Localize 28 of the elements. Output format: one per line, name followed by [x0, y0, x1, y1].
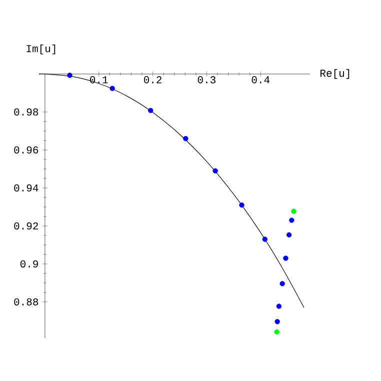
point	[212, 168, 218, 174]
y-tick-label: 0.96	[14, 146, 38, 154]
point	[274, 329, 280, 335]
point	[239, 202, 244, 208]
point	[274, 319, 280, 324]
point	[291, 208, 296, 214]
y-tick-label: 0.92	[14, 222, 38, 230]
y-tick-label: 0.9	[20, 260, 38, 268]
y-axis-title: Im[u]	[26, 44, 56, 54]
y-tick-label: 0.98	[14, 108, 38, 116]
point	[262, 236, 268, 242]
x-tick-label: 0.3	[198, 76, 216, 84]
point	[148, 108, 154, 114]
x-tick-label: 0.4	[252, 76, 270, 84]
x-tick-label: 0.2	[144, 76, 162, 84]
point	[289, 218, 294, 223]
x-tick-label: 0.1	[90, 76, 108, 84]
y-tick-label: 0.88	[14, 298, 38, 306]
y-tick-label: 0.94	[14, 184, 38, 192]
point	[276, 304, 282, 309]
point	[183, 136, 188, 142]
point	[67, 72, 72, 78]
x-axis-title: Re[u]	[320, 69, 350, 79]
line-series	[38, 74, 304, 308]
point	[286, 232, 292, 238]
point	[280, 281, 285, 286]
point	[283, 256, 288, 261]
point	[110, 86, 115, 92]
